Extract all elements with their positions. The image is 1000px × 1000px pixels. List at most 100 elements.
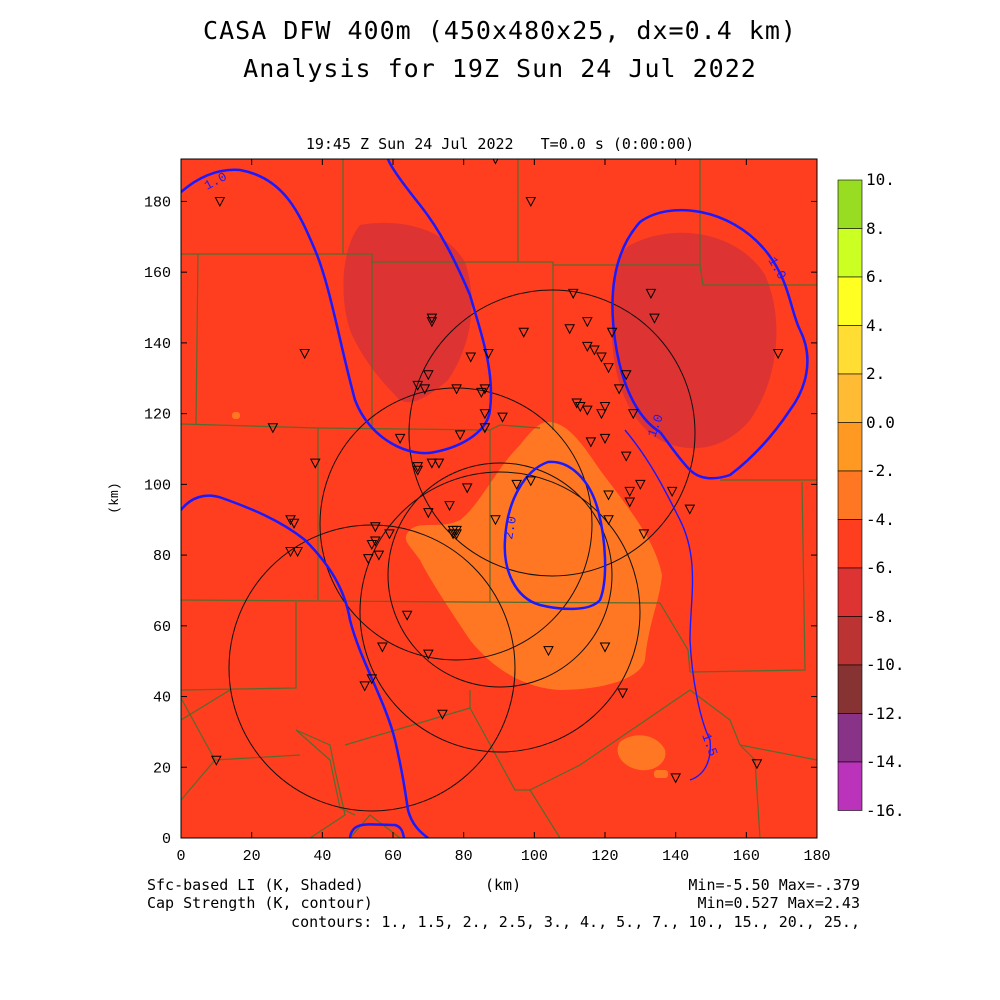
station-marker	[423, 370, 434, 381]
station-marker	[599, 402, 611, 413]
colorbar-label: -2.	[866, 461, 895, 480]
station-marker	[564, 324, 575, 335]
valid-time-label: 19:45 Z Sun 24 Jul 2022 T=0.0 s (0:00:00…	[305, 135, 695, 153]
station-marker	[571, 398, 583, 409]
station-marker	[426, 458, 438, 469]
station-marker	[211, 755, 222, 766]
contour-1.5-east	[624, 429, 712, 781]
colorbar-label: 10.	[866, 170, 895, 189]
station-marker	[479, 384, 491, 395]
contour-1.0-northwest	[181, 159, 493, 455]
station-marker	[479, 423, 491, 434]
figure-title-line1: CASA DFW 400m (450x480x25, dx=0.4 km)	[203, 16, 797, 45]
station-marker	[285, 515, 296, 526]
station-marker	[366, 539, 378, 551]
station-marker	[543, 646, 554, 657]
station-marker	[585, 437, 597, 448]
colorbar-label: 0.0	[866, 412, 895, 432]
station-marker	[574, 402, 586, 413]
radar-ring-5	[387, 462, 613, 688]
colorbar-swatch	[837, 713, 863, 763]
colorbar-swatch	[837, 519, 863, 569]
colorbar-swatch	[837, 567, 863, 617]
station-marker	[426, 313, 438, 324]
station-marker	[599, 433, 611, 444]
y-axis: 0 20 40 60 80 100 120 140 160 180	[144, 194, 817, 848]
station-marker	[599, 642, 611, 653]
x-axis-title: (km)	[485, 876, 522, 894]
radar-ring-3	[408, 289, 696, 577]
contour-1.0-southwest	[181, 494, 429, 838]
station-marker	[454, 430, 466, 441]
station-marker	[582, 317, 593, 328]
x-tick-label: 120	[591, 848, 618, 865]
colorbar-label: 2.	[866, 364, 886, 383]
x-tick-label: 100	[521, 848, 548, 865]
plot-frame	[180, 158, 818, 839]
contour-variable-label: Cap Strength (K, contour)	[147, 894, 373, 912]
station-marker	[751, 759, 763, 770]
station-marker	[589, 345, 600, 356]
cap-strength-contours	[181, 159, 809, 838]
station-marker	[483, 349, 494, 360]
colorbar-swatch	[837, 616, 863, 666]
station-marker	[412, 462, 424, 473]
colorbar-label: 6.	[866, 267, 886, 286]
station-marker	[525, 476, 537, 487]
station-marker	[370, 536, 381, 547]
contour-1.0-south-stub	[348, 823, 406, 838]
station-marker	[603, 363, 614, 374]
y-tick-label: 180	[144, 194, 171, 211]
x-tick-label: 0	[176, 848, 185, 865]
station-marker	[426, 317, 438, 328]
x-tick-label: 60	[384, 848, 402, 865]
station-marker	[638, 529, 650, 540]
station-marker	[377, 642, 388, 653]
colorbar-label: 8.	[866, 218, 886, 238]
station-marker	[596, 352, 607, 363]
station-marker	[670, 773, 681, 784]
radar-ring-4	[359, 471, 641, 753]
station-marker	[214, 196, 226, 208]
y-tick-label: 160	[144, 265, 171, 282]
station-marker	[309, 458, 321, 469]
station-marker	[423, 649, 434, 660]
colorbar-label: 4.	[866, 315, 886, 335]
colorbar-label: -4.	[866, 509, 895, 529]
li-region-minus2-speck	[232, 412, 240, 419]
station-marker	[288, 518, 300, 529]
colorbar-swatch	[837, 276, 863, 326]
station-marker	[292, 547, 303, 558]
station-marker	[451, 529, 462, 540]
y-tick-label: 0	[162, 831, 171, 848]
y-tick-label: 80	[153, 548, 171, 565]
x-axis: 0 20 40 60 80 100 120 140 160 180	[176, 159, 831, 865]
colorbar-swatch	[837, 179, 863, 229]
colorbar-swatch	[837, 373, 863, 423]
colorbar-label: -8.	[866, 606, 895, 626]
li-region-minus4-north	[343, 222, 472, 403]
station-markers	[211, 159, 784, 784]
contour-levels: contours: 1., 1.5, 2., 2.5, 3., 4., 5., …	[291, 913, 860, 931]
contour-2.0-central	[503, 460, 607, 611]
station-marker	[451, 384, 462, 395]
station-marker	[419, 384, 431, 395]
colorbar-label: -6.	[866, 558, 895, 577]
colorbar-swatch	[837, 470, 863, 520]
x-tick-label: 20	[243, 848, 261, 865]
colorbar-label: -10.	[866, 655, 905, 674]
station-marker	[624, 497, 636, 508]
station-marker	[461, 483, 473, 494]
station-marker	[476, 387, 487, 398]
shade-variable-label: Sfc-based LI (K, Shaded)	[147, 876, 364, 894]
station-marker	[613, 384, 625, 395]
colorbar-swatch	[837, 325, 863, 375]
station-marker	[423, 508, 434, 519]
station-marker	[401, 610, 413, 621]
x-tick-label: 80	[455, 848, 473, 865]
station-marker	[627, 409, 639, 420]
station-marker	[603, 490, 614, 501]
station-marker	[373, 550, 385, 561]
colorbar-label: -14.	[866, 752, 905, 771]
station-marker	[645, 288, 657, 299]
